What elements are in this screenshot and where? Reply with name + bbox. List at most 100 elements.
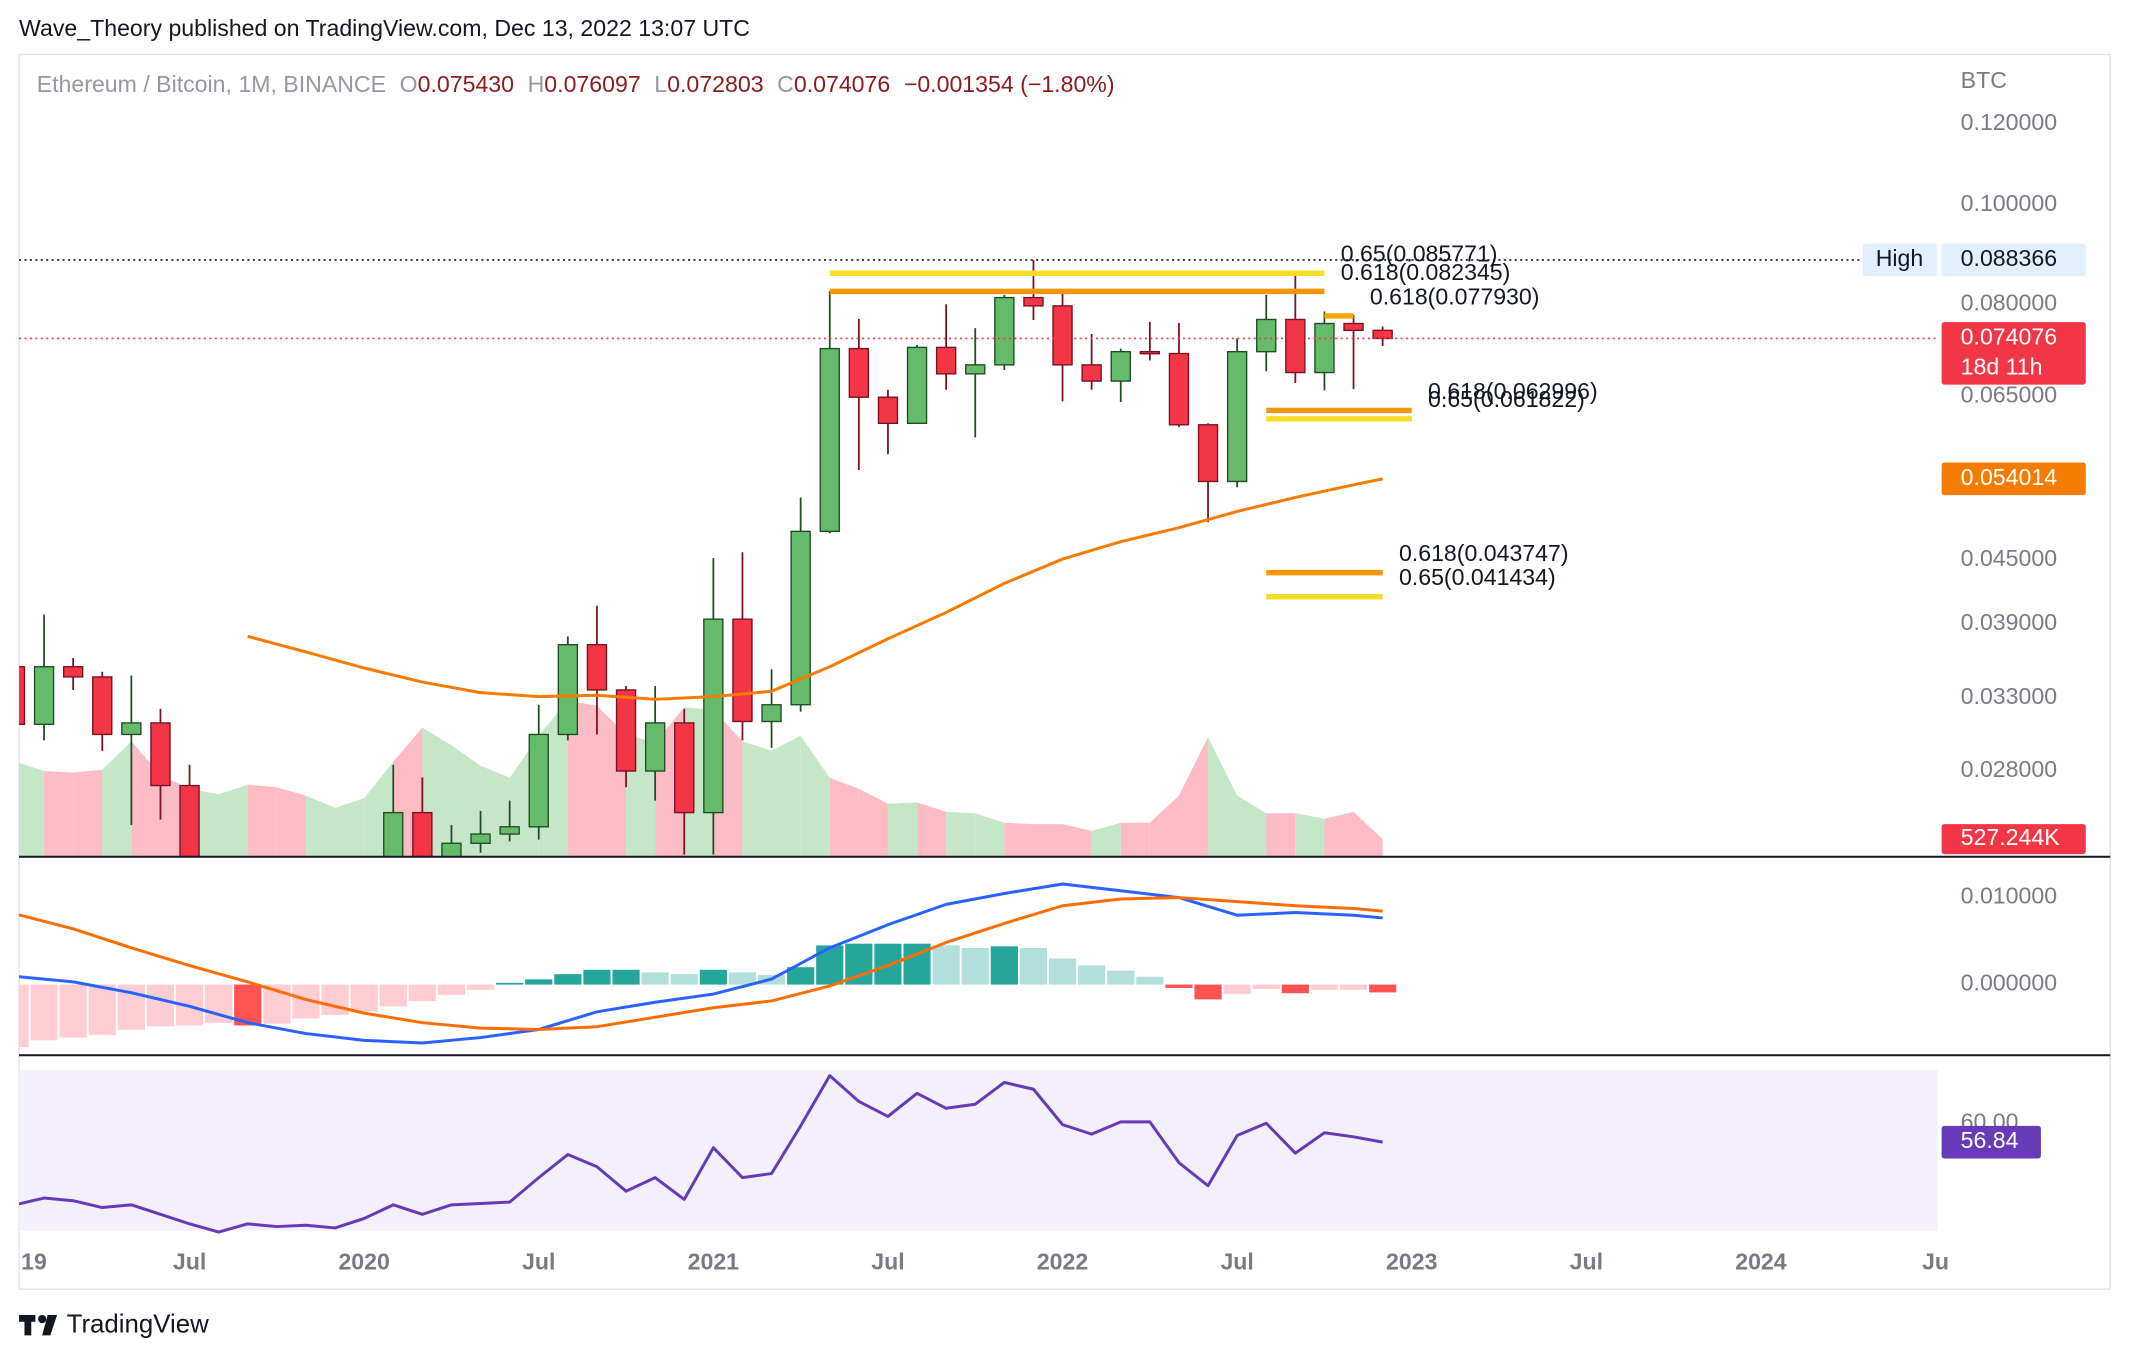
macd-histogram-bar [19, 984, 29, 1048]
fib-label: 0.618(0.077930) [1370, 283, 1540, 309]
macd-tick-label: 0.010000 [1961, 883, 2057, 909]
fib-label: 0.65(0.061822) [1428, 386, 1585, 412]
x-tick-label: Jul [522, 1248, 555, 1274]
ohlc-key: O [400, 71, 418, 97]
x-tick-label: Jul [1220, 1248, 1253, 1274]
volume-area [800, 735, 830, 857]
macd-histogram-bar [496, 982, 524, 985]
macd-histogram-bar [1078, 965, 1106, 985]
signal-line [19, 896, 1383, 1031]
volume-area [247, 784, 277, 857]
candle-body [470, 833, 491, 844]
volume-area [73, 769, 103, 857]
rsi-value-bg [1941, 1125, 2041, 1159]
price-pane [19, 259, 1393, 857]
volume-area [771, 735, 801, 857]
volume-area [19, 762, 45, 857]
candle-body [1139, 350, 1161, 355]
rsi-line [19, 1074, 1383, 1234]
macd-histogram-bar [699, 969, 727, 985]
candle-body [412, 811, 433, 857]
x-tick-label: Jul [173, 1248, 206, 1274]
volume-area [1324, 811, 1354, 857]
candle-body [644, 722, 666, 772]
volume-area [1120, 822, 1150, 857]
candle-body [877, 396, 899, 425]
candle-body [62, 666, 84, 678]
macd-histogram-bar [990, 946, 1018, 985]
volume-area [1004, 822, 1034, 857]
high-value-bg [1941, 243, 2086, 277]
countdown: 18d 11h [1961, 353, 2043, 379]
high-tag: High [1876, 245, 1924, 271]
macd-histogram-bar [1019, 948, 1048, 985]
symbol-legend: Ethereum / Bitcoin, 1M, BINANCE O0.075430… [37, 71, 1115, 97]
ohlc-value: 0.074076 [794, 71, 890, 97]
candle-body [441, 842, 462, 857]
ohlc-value: 0.075430 [418, 71, 514, 97]
candle-body [1081, 364, 1102, 382]
x-tick-label: 2022 [1037, 1248, 1088, 1274]
macd-histogram-bar [408, 984, 436, 1002]
candle-body [1226, 350, 1248, 483]
volume-area [917, 802, 947, 857]
candle-body [1256, 318, 1277, 353]
candle-body [1110, 350, 1131, 382]
candle-body [557, 644, 579, 736]
macd-histogram-bar [583, 969, 611, 985]
x-tick-label: 2021 [688, 1248, 740, 1274]
candle-body [1052, 305, 1073, 366]
high-value: 0.088366 [1961, 245, 2057, 271]
candle-body [33, 666, 55, 726]
volume-area [858, 788, 888, 857]
ohlc-key: H [528, 71, 545, 97]
volume-area [1266, 813, 1296, 857]
volume-area [1178, 737, 1209, 857]
volume-area [218, 784, 248, 857]
candle-body [994, 296, 1015, 366]
x-tick-label: Jul [1570, 1248, 1603, 1274]
candle-body [1285, 318, 1306, 374]
indicator-panes [19, 882, 1397, 1234]
macd-histogram-bar [961, 948, 989, 985]
macd-histogram-bar [146, 984, 175, 1027]
macd-histogram-bar [59, 984, 87, 1038]
candle-body [92, 676, 113, 736]
ohlc-value: 0.072803 [667, 71, 763, 97]
macd-histogram-bar [728, 972, 757, 985]
volume-value: 527.244K [1961, 824, 2061, 850]
candle-body [150, 722, 171, 787]
macd-histogram-bar [1194, 984, 1222, 1000]
candle-body [819, 347, 840, 533]
macd-histogram-bar [1252, 984, 1280, 989]
volume-area [887, 802, 918, 857]
macd-histogram-bar [350, 984, 378, 1012]
symbol-title: Ethereum / Bitcoin, 1M, BINANCE [37, 71, 386, 97]
change-value: −0.001354 (−1.80%) [904, 71, 1115, 97]
macd-histogram-bar [1339, 984, 1368, 990]
macd-tick-label: 0.000000 [1961, 970, 2057, 996]
x-tick-label: Jul [871, 1248, 904, 1274]
volume-area [975, 813, 1005, 857]
volume-area [451, 745, 481, 857]
candle-body [848, 347, 870, 398]
macd-histogram-bar [1281, 984, 1309, 994]
macd-histogram-bar [1107, 970, 1135, 985]
y-tick-label: 0.033000 [1961, 683, 2057, 709]
x-tick-label: 19 [21, 1248, 47, 1274]
volume-area [335, 798, 365, 857]
fib-label: 0.618(0.062996) [1428, 378, 1598, 404]
macd-histogram-bar [670, 974, 698, 985]
y-tick-label: 0.120000 [1961, 109, 2057, 135]
fib-label: 0.65(0.085771) [1341, 241, 1498, 267]
macd-histogram-bar [466, 984, 495, 990]
publish-header: Wave_Theory published on TradingView.com… [19, 15, 750, 41]
candle-body [1314, 322, 1335, 374]
volume-value-bg [1941, 824, 2086, 855]
fib-label: 0.618(0.043747) [1399, 540, 1569, 566]
macd-histogram-bar [1369, 984, 1397, 993]
last-price-bg [1941, 322, 2086, 385]
volume-area [1062, 824, 1092, 857]
fib-label: 0.65(0.041434) [1399, 564, 1556, 590]
ohlc-key: L [654, 71, 667, 97]
